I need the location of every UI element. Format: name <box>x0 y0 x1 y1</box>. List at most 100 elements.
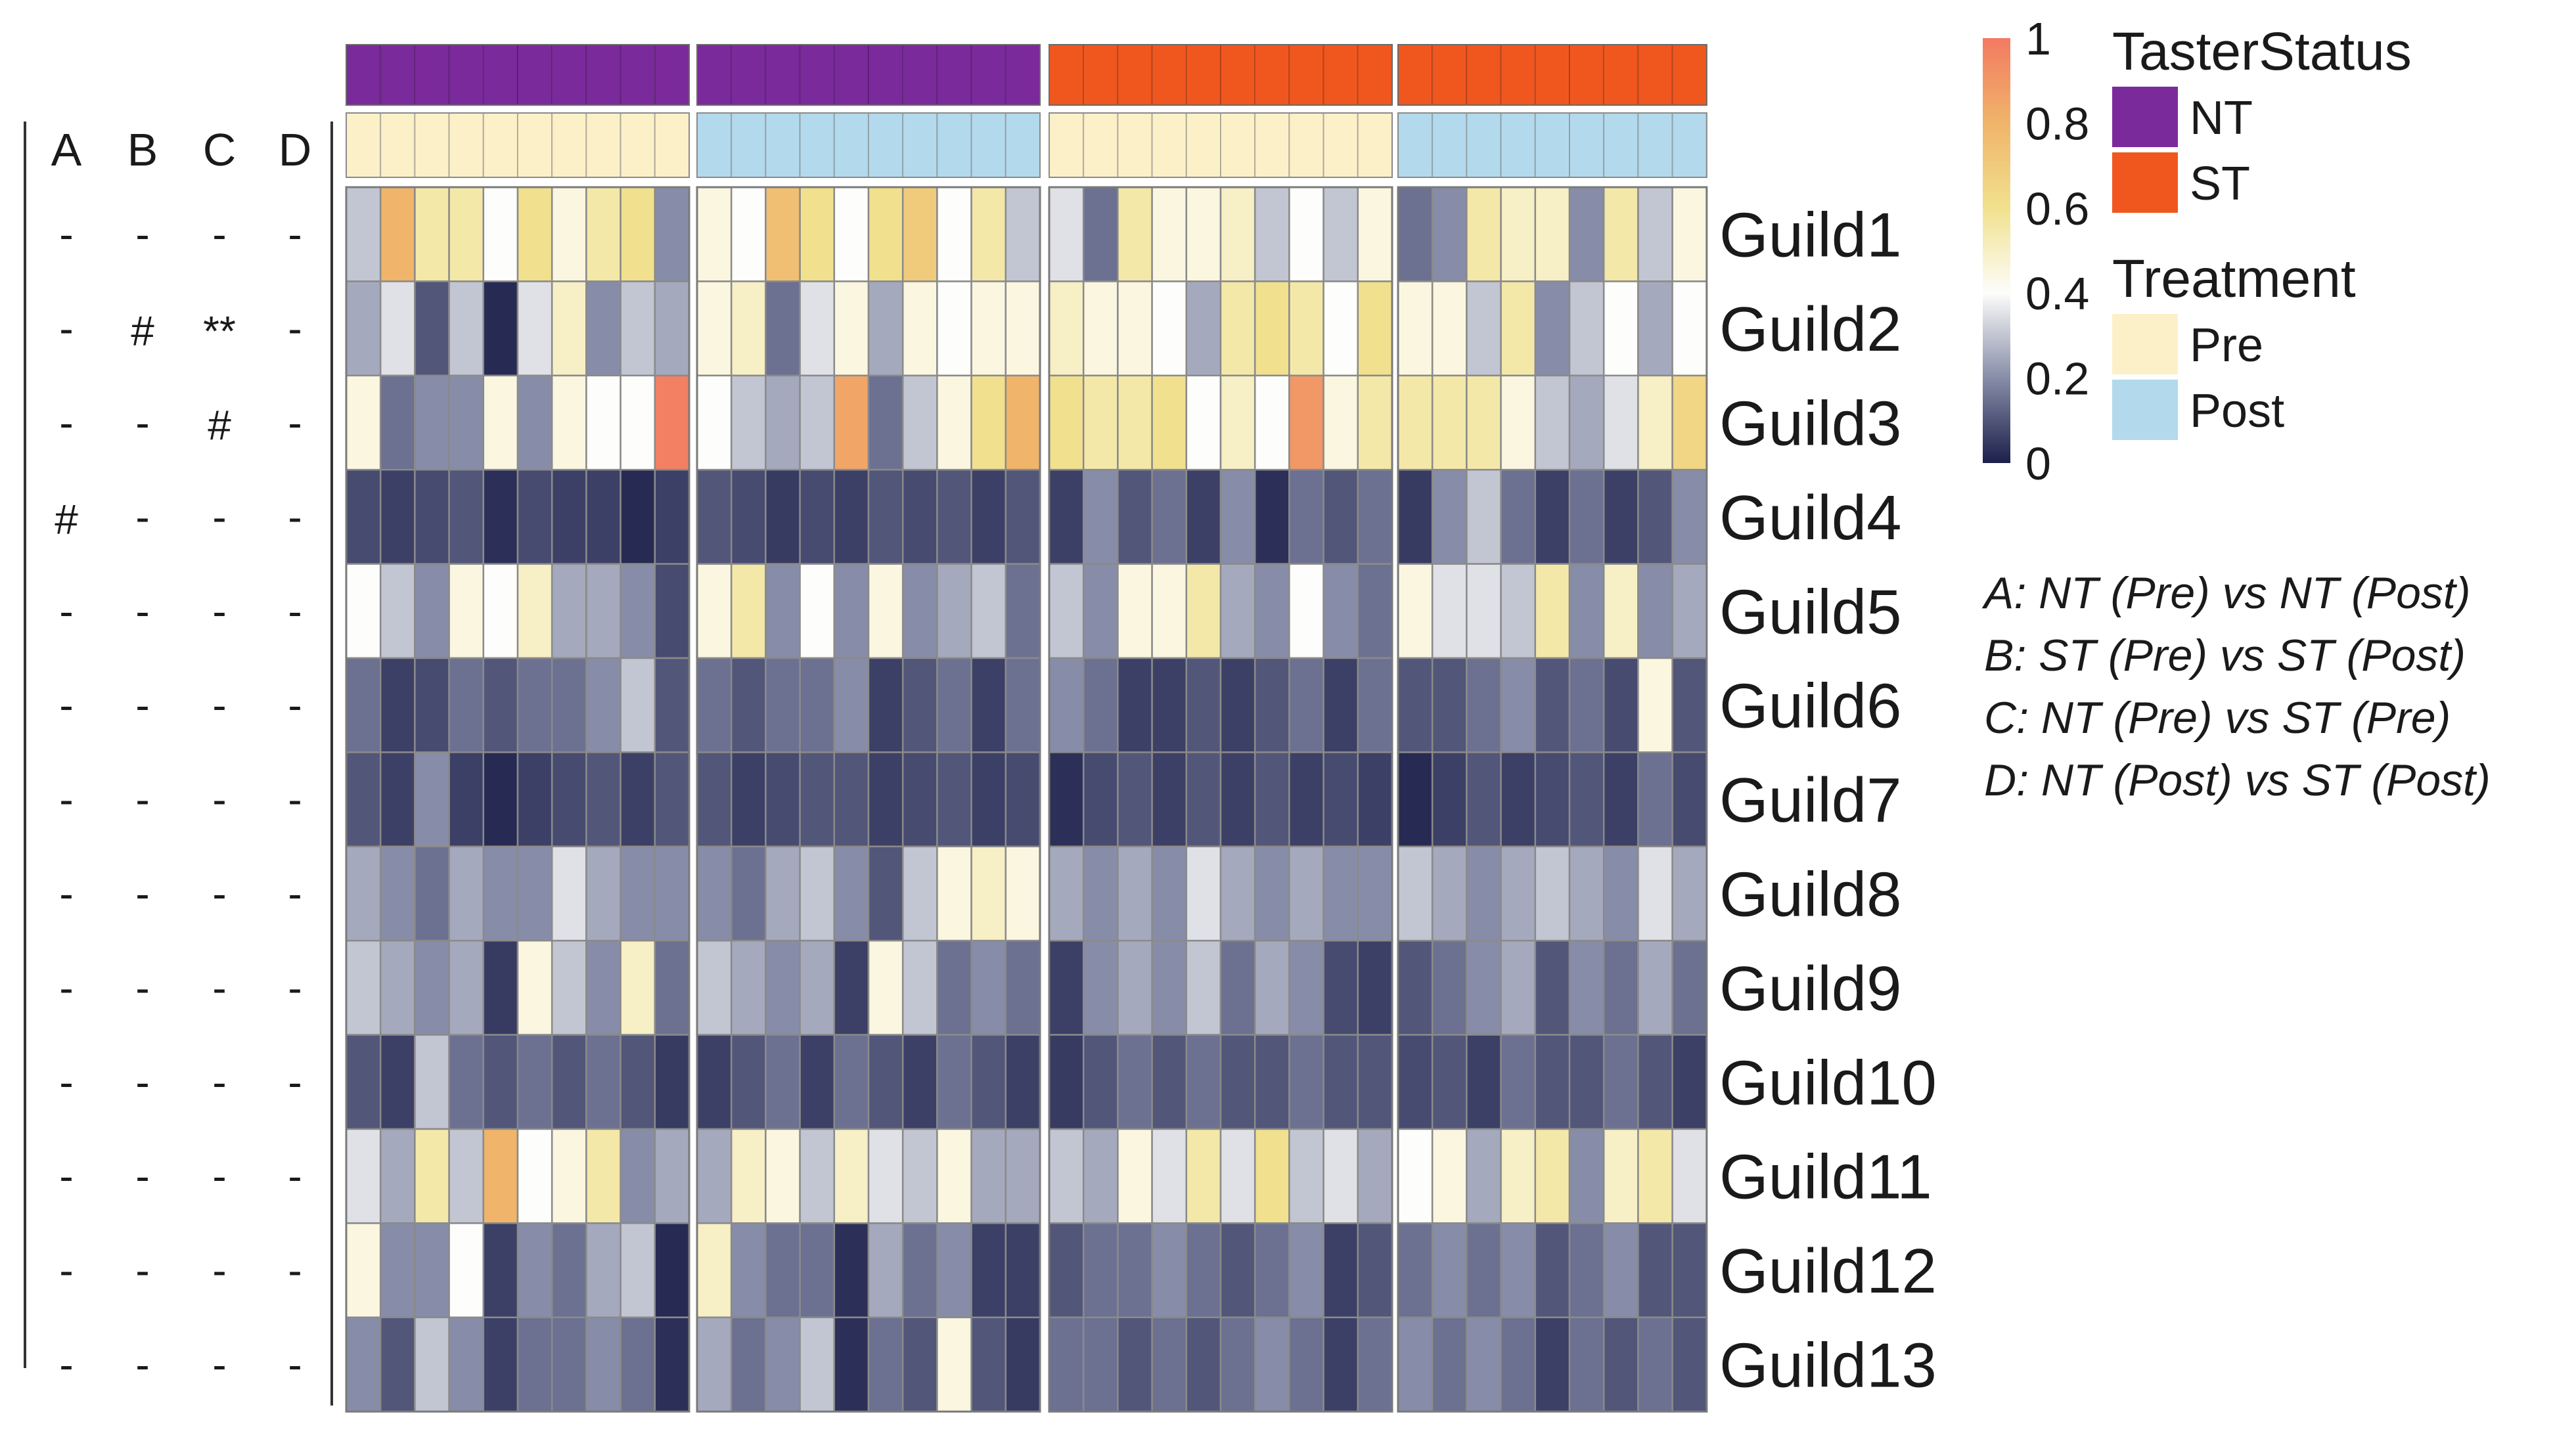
heatmap-cell <box>1671 468 1708 565</box>
heatmap-cell <box>1671 657 1708 753</box>
significance-mark: - <box>59 305 73 352</box>
heatmap-cell <box>585 468 621 565</box>
heatmap-cell <box>1151 657 1188 753</box>
significance-mark: - <box>288 1341 302 1388</box>
heatmap-cell <box>1288 468 1324 565</box>
heatmap-cell <box>1357 280 1393 377</box>
heatmap-cell <box>379 1222 416 1319</box>
heatmap-cell <box>1005 280 1041 377</box>
taster-status-annotation-cell <box>696 44 733 106</box>
heatmap-cell <box>585 563 621 659</box>
taster-status-annotation-cell <box>833 44 870 106</box>
heatmap-cell <box>379 1034 416 1130</box>
treatment-annotation-frame <box>696 112 1041 178</box>
heatmap-group-frame <box>345 186 690 1413</box>
heatmap-cell <box>414 657 450 753</box>
heatmap-cell <box>1500 468 1537 565</box>
heatmap-cell <box>1322 939 1359 1036</box>
heatmap-cell <box>696 751 733 848</box>
heatmap-cell <box>482 751 519 848</box>
heatmap-cell <box>516 657 553 753</box>
heatmap-cell <box>1185 1222 1222 1319</box>
significance-mark: - <box>135 1341 149 1388</box>
heatmap-cell <box>345 1128 382 1224</box>
significance-mark: - <box>59 776 73 823</box>
heatmap-cell <box>1466 563 1502 659</box>
heatmap-cell <box>696 1128 733 1224</box>
heatmap-cell <box>654 751 690 848</box>
heatmap-cell <box>1637 939 1673 1036</box>
heatmap-cell <box>730 939 767 1036</box>
heatmap-cell <box>1322 845 1359 942</box>
heatmap-cell <box>414 186 450 282</box>
heatmap-cell <box>379 563 416 659</box>
heatmap-cell <box>551 939 587 1036</box>
heatmap-cell <box>654 1128 690 1224</box>
heatmap-cell <box>765 1128 801 1224</box>
colorbar-ramp <box>1983 38 2010 463</box>
heatmap-cell <box>1185 563 1222 659</box>
heatmap-cell <box>448 1034 485 1130</box>
significance-mark: - <box>212 493 226 541</box>
taster-status-annotation-cell <box>1151 44 1187 106</box>
heatmap-cell <box>1219 280 1256 377</box>
heatmap-group-frame <box>1397 186 1708 1413</box>
heatmap-cell <box>414 939 450 1036</box>
taster-status-annotation-cell <box>936 44 972 106</box>
significance-mark: - <box>288 399 302 447</box>
heatmap-cell <box>765 1034 801 1130</box>
heatmap-cell <box>516 468 553 565</box>
row-label-guild10: Guild10 <box>1719 1048 1937 1118</box>
treatment-annotation-cell <box>380 112 416 178</box>
heatmap-cell <box>1500 1316 1537 1413</box>
heatmap-cell <box>1602 657 1639 753</box>
heatmap-cell <box>1431 1128 1468 1224</box>
taster-status-annotation-cell <box>1117 44 1153 106</box>
heatmap-cell <box>1500 845 1537 942</box>
treatment-annotation-cell <box>1637 112 1673 178</box>
comparison-note: A: NT (Pre) vs NT (Post) <box>1981 568 2470 618</box>
heatmap-cell <box>970 1034 1007 1130</box>
heatmap-cell <box>901 186 938 282</box>
heatmap-cell <box>620 186 656 282</box>
heatmap-cell <box>1534 939 1571 1036</box>
treatment-annotation-cell <box>1117 112 1153 178</box>
taster-status-annotation-cell <box>970 44 1006 106</box>
heatmap-cell <box>696 939 733 1036</box>
treatment-annotation-cell <box>1466 112 1502 178</box>
heatmap-cell <box>345 280 382 377</box>
heatmap-cell <box>1117 1222 1153 1319</box>
taster-status-annotation-cell <box>380 44 416 106</box>
heatmap-cell <box>551 374 587 471</box>
taster-status-annotation-cell <box>654 44 690 106</box>
heatmap-cell <box>1219 1222 1256 1319</box>
heatmap-cell <box>1151 280 1188 377</box>
heatmap-cell <box>936 1128 972 1224</box>
significance-mark: - <box>135 1058 149 1105</box>
heatmap-cell <box>448 845 485 942</box>
heatmap-cell <box>1005 939 1041 1036</box>
colorbar-tick-label: 0.8 <box>2025 98 2089 149</box>
heatmap-cell <box>1466 1316 1502 1413</box>
heatmap-cell <box>730 374 767 471</box>
heatmap-cell <box>1397 1128 1434 1224</box>
taster-status-annotation-cell <box>1671 44 1707 106</box>
heatmap-cell <box>1637 280 1673 377</box>
heatmap-cell <box>482 1128 519 1224</box>
significance-mark: - <box>212 1247 226 1294</box>
significance-mark: - <box>288 776 302 823</box>
heatmap-cell <box>1602 845 1639 942</box>
legend-label-post: Post <box>2190 385 2284 437</box>
heatmap-cell <box>1500 939 1537 1036</box>
heatmap-cell <box>1219 1316 1256 1413</box>
taster-status-annotation-cell <box>551 44 587 106</box>
heatmap-cell <box>1048 845 1085 942</box>
treatment-annotation-cell <box>448 112 484 178</box>
heatmap-cell <box>585 657 621 753</box>
heatmap-cell <box>901 1222 938 1319</box>
heatmap-cell <box>1602 468 1639 565</box>
taster-annotation-frame <box>1049 44 1393 106</box>
heatmap-cell <box>799 468 836 565</box>
heatmap-cell <box>516 845 553 942</box>
row-label-guild4: Guild4 <box>1719 483 1902 553</box>
